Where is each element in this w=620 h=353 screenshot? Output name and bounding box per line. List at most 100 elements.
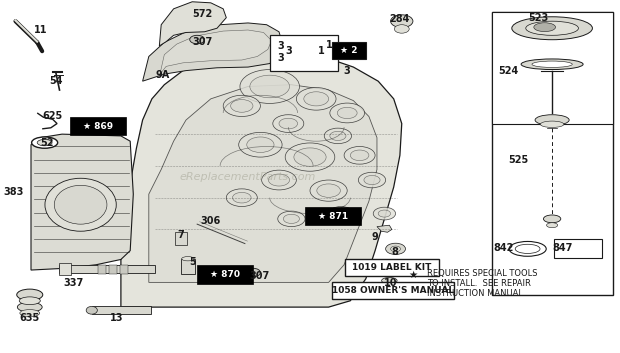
Bar [270, 35, 338, 71]
Circle shape [317, 184, 340, 197]
Bar [98, 265, 106, 274]
Ellipse shape [521, 59, 583, 70]
Ellipse shape [543, 215, 560, 223]
Circle shape [239, 132, 282, 157]
Text: 1: 1 [326, 40, 333, 49]
Text: 842: 842 [494, 243, 513, 253]
Ellipse shape [19, 297, 40, 305]
Text: 307: 307 [193, 37, 213, 47]
Circle shape [296, 88, 336, 110]
Circle shape [226, 189, 257, 207]
Circle shape [278, 211, 305, 227]
Circle shape [391, 15, 413, 28]
Circle shape [344, 146, 375, 164]
Text: 10: 10 [384, 278, 397, 288]
Text: 523: 523 [528, 13, 548, 23]
Bar [70, 117, 126, 135]
Circle shape [240, 70, 299, 103]
Circle shape [373, 207, 396, 220]
Bar [492, 12, 613, 124]
Circle shape [294, 148, 326, 166]
Text: 1019 LABEL KIT: 1019 LABEL KIT [352, 263, 432, 272]
Text: 13: 13 [110, 313, 123, 323]
Circle shape [364, 175, 380, 185]
Circle shape [386, 243, 405, 255]
Circle shape [330, 103, 365, 123]
Circle shape [232, 192, 251, 203]
Ellipse shape [541, 121, 564, 127]
Bar [305, 207, 361, 225]
Bar [197, 265, 253, 284]
Text: REQUIRES SPECIAL TOOLS
TO INSTALL.  SEE REPAIR
INSTRUCTION MANUAL.: REQUIRES SPECIAL TOOLS TO INSTALL. SEE R… [427, 269, 537, 298]
Circle shape [394, 25, 409, 33]
Ellipse shape [17, 302, 42, 312]
Circle shape [223, 95, 260, 116]
Polygon shape [160, 30, 272, 74]
Ellipse shape [509, 241, 546, 256]
Circle shape [324, 128, 352, 144]
Ellipse shape [512, 17, 592, 40]
Ellipse shape [20, 310, 40, 317]
Circle shape [330, 131, 346, 140]
Bar [345, 259, 439, 276]
Text: 1: 1 [318, 46, 324, 56]
Circle shape [378, 210, 391, 217]
Circle shape [391, 246, 401, 252]
Circle shape [310, 180, 347, 201]
Bar [332, 282, 454, 299]
Ellipse shape [382, 277, 397, 284]
Bar [59, 265, 155, 273]
Ellipse shape [515, 244, 540, 253]
Polygon shape [31, 134, 133, 270]
Text: 3: 3 [285, 46, 291, 56]
Text: 337: 337 [63, 278, 83, 288]
Bar [109, 265, 117, 274]
Bar [92, 306, 151, 314]
Ellipse shape [37, 139, 52, 146]
Text: 383: 383 [4, 187, 24, 197]
Circle shape [246, 268, 260, 277]
Ellipse shape [17, 289, 43, 300]
Text: 847: 847 [552, 243, 572, 253]
Text: 306: 306 [201, 216, 221, 226]
Text: ★: ★ [408, 270, 417, 280]
Bar [554, 239, 602, 258]
Circle shape [285, 143, 335, 171]
Bar [59, 263, 71, 275]
Text: ★ 871: ★ 871 [318, 211, 348, 221]
Circle shape [190, 35, 205, 44]
Text: 3: 3 [278, 53, 284, 63]
Circle shape [337, 107, 357, 119]
Text: 525: 525 [508, 155, 528, 164]
Circle shape [358, 172, 386, 188]
Bar [120, 265, 128, 274]
Ellipse shape [182, 257, 194, 261]
Polygon shape [143, 23, 282, 81]
Polygon shape [149, 85, 377, 282]
Text: 625: 625 [43, 111, 63, 121]
Text: 3: 3 [278, 41, 284, 50]
Circle shape [283, 214, 299, 223]
Circle shape [273, 115, 304, 132]
Text: 7: 7 [178, 230, 184, 240]
Circle shape [304, 92, 329, 106]
Ellipse shape [547, 223, 558, 228]
Ellipse shape [532, 61, 572, 67]
Text: 5: 5 [189, 257, 195, 267]
Text: 9: 9 [372, 232, 378, 242]
Polygon shape [159, 2, 226, 46]
Text: 572: 572 [193, 9, 213, 19]
Circle shape [334, 209, 348, 218]
Circle shape [262, 170, 296, 190]
Text: 11: 11 [33, 25, 47, 35]
Circle shape [250, 75, 290, 98]
Text: eReplacementParts.com: eReplacementParts.com [180, 172, 316, 181]
Ellipse shape [526, 21, 578, 35]
Text: ★ 870: ★ 870 [210, 270, 240, 279]
Bar [332, 42, 366, 59]
Bar [181, 259, 195, 274]
Text: 52: 52 [40, 138, 54, 148]
Ellipse shape [535, 115, 569, 125]
Ellipse shape [86, 306, 97, 314]
Text: 54: 54 [49, 76, 63, 86]
